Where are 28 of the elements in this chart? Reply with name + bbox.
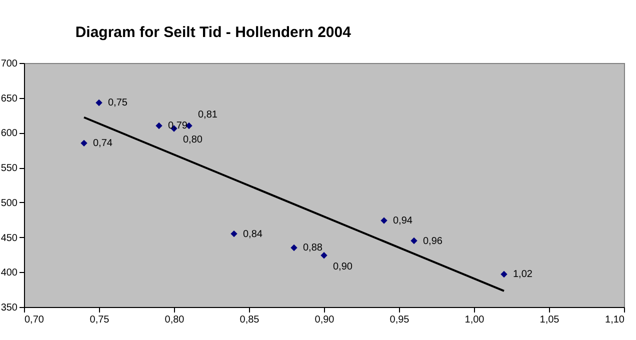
chart-title: Diagram for Seilt Tid - Hollendern 2004	[75, 24, 352, 41]
annotation: 1,02	[513, 269, 533, 280]
y-tick-label: 450	[0, 232, 18, 244]
x-tick-label: 0,90	[314, 314, 335, 326]
x-tick-label: 0,85	[240, 314, 260, 326]
annotation: 0,88	[303, 242, 323, 254]
annotation: 0,74	[93, 138, 113, 150]
annotation: 0,75	[108, 98, 128, 109]
x-tick-label: 1,05	[540, 314, 560, 326]
y-tick-label: 400	[0, 268, 18, 279]
y-tick-label: 700	[0, 58, 18, 70]
annotation: 0,94	[393, 216, 413, 227]
y-tick-label: 500	[0, 198, 18, 209]
annotation: 0,84	[243, 228, 263, 240]
y-tick-label: 350	[0, 302, 18, 314]
x-tick-label: 0,75	[90, 314, 110, 326]
annotation: 0,90	[333, 261, 353, 272]
x-tick-label: 1,10	[605, 314, 625, 326]
x-tick-label: 0,70	[24, 314, 44, 326]
annotation: 0,80	[183, 134, 203, 146]
annotation: 0,96	[423, 236, 443, 247]
y-tick-label: 650	[0, 93, 18, 104]
x-tick-label: 0,80	[164, 314, 185, 326]
y-tick-label: 550	[0, 163, 18, 174]
x-tick-label: 1,00	[464, 314, 485, 326]
annotation: 0,81	[198, 110, 218, 121]
x-tick-label: 0,95	[390, 314, 410, 326]
y-tick-label: 600	[0, 128, 18, 140]
